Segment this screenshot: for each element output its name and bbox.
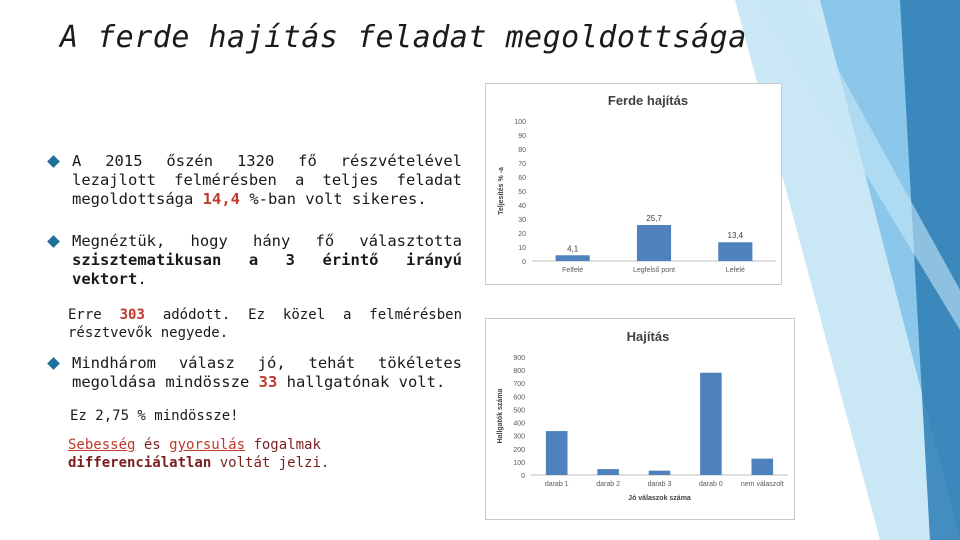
- x-tick-label: Lefelé: [726, 267, 745, 274]
- bullet-3-text: Mindhárom válasz jó, tehát tökéletes meg…: [72, 354, 462, 391]
- bullet-1-text: A 2015 őszén 1320 fő részvételével lezaj…: [72, 152, 462, 208]
- x-tick-label: darab 2: [596, 481, 620, 488]
- note-1-suffix: adódott. Ez közel a felmérésben résztvev…: [68, 307, 462, 341]
- bar: [597, 469, 619, 475]
- bar: [545, 431, 568, 475]
- note-2: Ez 2,75 % mindössze!: [70, 408, 239, 424]
- chart-title: Hajítás: [627, 329, 670, 344]
- note-3-mid: fogalmak: [245, 437, 321, 453]
- chart-title: Ferde hajítás: [608, 93, 688, 108]
- bar: [648, 470, 671, 475]
- y-tick-label: 80: [518, 147, 526, 154]
- x-tick-label: darab 0: [699, 481, 723, 488]
- bullet-3-suffix: hallgatónak volt.: [277, 373, 446, 391]
- y-tick-label: 400: [513, 421, 525, 428]
- bullet-marker: [47, 235, 60, 248]
- x-tick-label: Legfelső pont: [633, 267, 675, 274]
- y-tick-label: 60: [518, 175, 526, 182]
- count-33: 33: [258, 373, 278, 391]
- y-tick-label: 300: [513, 434, 525, 441]
- page-title: A ferde hajítás feladat megoldottsága: [60, 20, 747, 55]
- note-3-and: és: [135, 437, 170, 453]
- bullet-1-suffix: %-ban volt sikeres.: [239, 190, 427, 208]
- y-tick-label: 700: [513, 381, 525, 388]
- y-tick-label: 50: [518, 189, 526, 196]
- bar: [718, 242, 753, 261]
- note-3-end: voltát jelzi.: [211, 455, 330, 471]
- note-3: Sebesség és gyorsulás fogalmak differenc…: [68, 436, 472, 472]
- y-tick-label: 10: [518, 245, 526, 252]
- bullet-text-2: Megnéztük, hogy hány fő választotta szis…: [72, 232, 462, 289]
- x-tick-label: Felfelé: [562, 267, 583, 274]
- bar: [751, 458, 774, 475]
- y-tick-label: 0: [522, 259, 526, 266]
- bullet-text-3: Mindhárom válasz jó, tehát tökéletes meg…: [72, 354, 462, 392]
- y-tick-label: 800: [513, 368, 525, 375]
- x-tick-label: nem válaszolt: [741, 481, 784, 488]
- bar: [700, 372, 722, 475]
- y-tick-label: 900: [513, 355, 525, 362]
- word-gyorsulas: gyorsulás: [169, 437, 246, 453]
- success-percent: 14,4: [202, 190, 240, 208]
- y-tick-label: 20: [518, 231, 526, 238]
- bullet-marker: [47, 357, 60, 370]
- y-tick-label: 70: [518, 161, 526, 168]
- chart-ferde-hajitas: Ferde hajítás 0 10 20 30 40 50 60 70 80 90 100 Telje…: [485, 83, 782, 285]
- count-303: 303: [119, 307, 145, 323]
- chart-hajitas-svg: Hajítás 0 100 200 300 400 500 600 700 800 900 Hallg…: [497, 329, 788, 502]
- x-tick-label: darab 1: [545, 481, 569, 488]
- bar: [636, 225, 672, 261]
- y-tick-label: 600: [513, 394, 525, 401]
- chart-ferde-hajitas-svg: Ferde hajítás 0 10 20 30 40 50 60 70 80 90 100 Telje…: [498, 93, 776, 274]
- bar: [555, 255, 590, 261]
- data-label: 4,1: [567, 244, 579, 253]
- x-tick-label: darab 3: [648, 481, 672, 488]
- data-label: 25,7: [646, 214, 662, 223]
- note-1-prefix: Erre: [68, 307, 120, 323]
- y-axis-label: Hallgatók száma: [497, 388, 504, 443]
- bullet-2-bold: szisztematikusan a 3 érintő irányú vekto…: [72, 251, 462, 288]
- chart-hajitas: Hajítás 0 100 200 300 400 500 600 700 800 900 Hallg…: [485, 318, 795, 520]
- bullet-text-1: A 2015 őszén 1320 fő részvételével lezaj…: [72, 152, 462, 209]
- x-axis-label: Jó válaszok száma: [628, 495, 691, 502]
- y-tick-label: 30: [518, 217, 526, 224]
- bullet-marker: [47, 155, 60, 168]
- y-tick-label: 200: [513, 447, 525, 454]
- word-sebesseg: Sebesség: [68, 437, 136, 453]
- y-tick-label: 90: [518, 133, 526, 140]
- bullet-2-text: Megnéztük, hogy hány fő választotta: [72, 232, 462, 250]
- y-axis-label: Teljesítés % -a: [498, 167, 505, 215]
- bullet-2-suffix: .: [137, 270, 147, 288]
- y-tick-label: 40: [518, 203, 526, 210]
- y-tick-label: 100: [513, 460, 525, 467]
- data-label: 13,4: [728, 231, 744, 240]
- note-1: Erre 303 adódott. Ez közel a felmérésben…: [68, 306, 462, 342]
- y-tick-label: 0: [521, 473, 525, 480]
- word-differencialatlan: differenciálatlan: [68, 455, 212, 471]
- y-tick-label: 100: [514, 119, 526, 126]
- y-tick-label: 500: [513, 407, 525, 414]
